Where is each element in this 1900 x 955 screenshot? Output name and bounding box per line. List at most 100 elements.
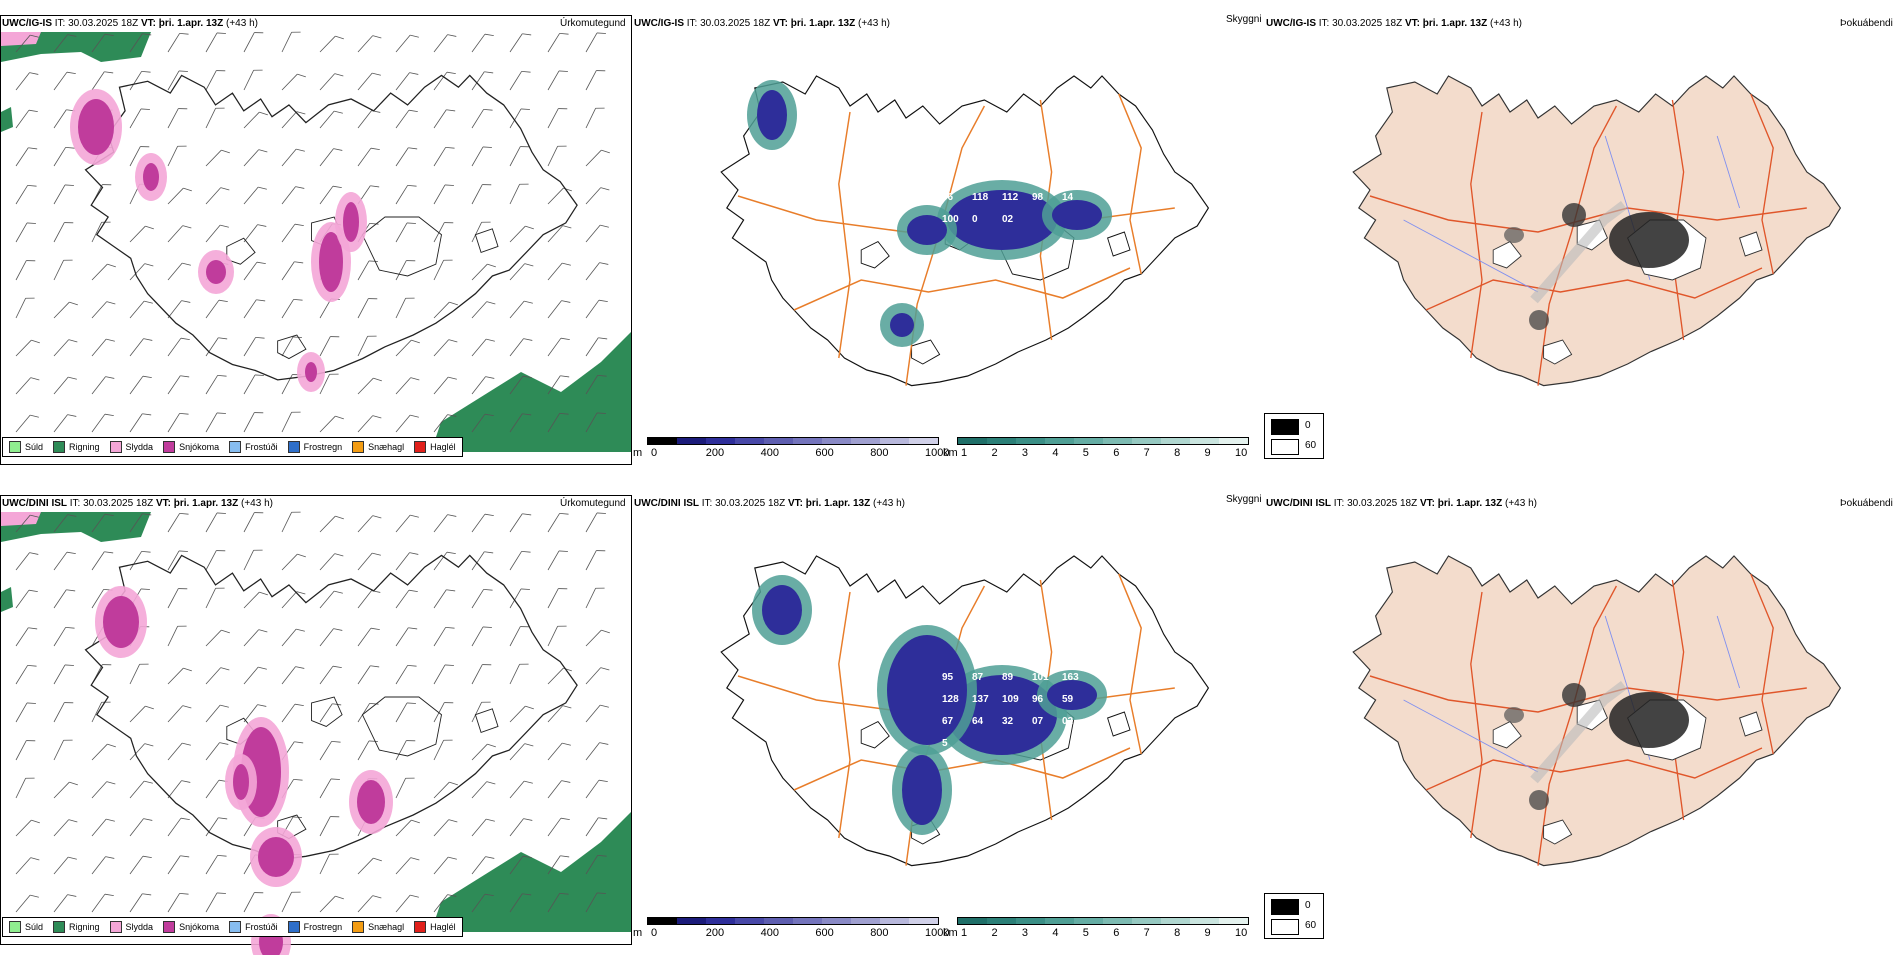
- wind-barb: [53, 514, 77, 533]
- snow-area: [233, 764, 249, 800]
- wind-barb: [91, 376, 115, 395]
- wind-barb: [129, 550, 151, 571]
- wind-barb: [357, 552, 381, 571]
- legend-label: Snjókoma: [179, 442, 220, 452]
- wind-barb: [15, 664, 37, 685]
- wind-barb: [319, 185, 342, 205]
- wind-barb: [547, 588, 568, 609]
- wind-barb: [509, 413, 532, 433]
- wind-barb: [243, 32, 264, 53]
- legend-label: Haglél: [430, 442, 456, 452]
- fog-swatch: [1271, 899, 1299, 915]
- wind-barb: [433, 894, 457, 913]
- precip-type-legend: Súld Rigning Slydda Snjókoma Frostúði Frostre…: [2, 437, 463, 457]
- wind-barb: [53, 376, 77, 395]
- legend-label: Súld: [25, 442, 44, 452]
- wind-barb: [319, 740, 341, 761]
- color-step: [1045, 438, 1074, 444]
- map-frame: [0, 495, 632, 945]
- wind-barb: [243, 892, 264, 913]
- glacier-outline: [361, 696, 442, 757]
- wind-barb: [205, 587, 225, 609]
- wind-barb: [547, 262, 571, 281]
- legend-item: Haglél: [414, 441, 456, 453]
- tick-label: 800: [870, 927, 889, 939]
- lead-time: (+43 h): [1490, 18, 1522, 29]
- wind-barb: [585, 337, 608, 357]
- wind-barb: [205, 629, 230, 647]
- rain-area: [1, 512, 151, 542]
- wind-barb: [509, 375, 532, 395]
- init-time: 30.03.2025 18Z: [83, 498, 154, 509]
- wind-barb: [205, 337, 228, 357]
- wind-barb: [471, 146, 492, 167]
- wind-barb: [433, 376, 457, 395]
- visibility-bar: [957, 437, 1249, 445]
- color-step: [648, 438, 677, 444]
- valid-time: þri. 1.apr. 13Z: [1437, 498, 1503, 509]
- wind-barb: [547, 187, 572, 205]
- wind-barb: [243, 186, 267, 205]
- wind-barb: [509, 893, 532, 913]
- low-cloud-base-area: [887, 635, 967, 745]
- wind-barb: [167, 667, 192, 685]
- wind-barb: [281, 73, 306, 91]
- wind-barb: [53, 739, 73, 761]
- wind-barb: [91, 781, 116, 799]
- visibility-value-label: 109: [1002, 694, 1019, 705]
- wind-barb: [205, 32, 226, 53]
- panel-header: UWC/DINI ISL IT: 30.03.2025 18Z VT: þri.…: [634, 498, 905, 509]
- color-step: [1074, 438, 1103, 444]
- color-step: [1161, 438, 1190, 444]
- model-name: UWC/IG-IS: [1266, 18, 1316, 29]
- valid-label: VT:: [772, 18, 788, 29]
- wind-barb: [471, 301, 496, 319]
- wind-barb: [319, 703, 342, 723]
- cloud-base-bar: [647, 437, 939, 445]
- wind-barb: [53, 184, 74, 205]
- unit-label: m: [633, 927, 643, 939]
- visibility-value-label: 64: [972, 716, 984, 727]
- wind-barb: [205, 187, 230, 205]
- wind-barb: [281, 31, 301, 53]
- color-step: [880, 918, 909, 924]
- wind-barb: [471, 588, 493, 609]
- river: [1403, 699, 1539, 773]
- visibility-value-label: 163: [1062, 672, 1079, 683]
- legend-item: Frostúði: [229, 921, 278, 933]
- visibility-value-label: 89: [1002, 672, 1014, 683]
- wind-barb: [15, 627, 38, 647]
- wind-barb: [205, 817, 228, 837]
- wind-barb: [167, 32, 189, 53]
- road: [1537, 585, 1617, 866]
- tick-label: 7: [1143, 927, 1150, 939]
- fog-panel: Þokuábendi UWC/DINI ISL IT: 30.03.2025 1…: [1264, 480, 1900, 955]
- wind-barb: [281, 591, 306, 609]
- wind-barb: [243, 261, 266, 281]
- wind-barb: [585, 587, 605, 609]
- glacier-outline: [474, 228, 499, 253]
- wind-barb: [53, 819, 78, 837]
- wind-barb: [471, 33, 494, 53]
- wind-barb: [15, 414, 39, 433]
- wind-barb: [395, 147, 418, 167]
- tick-label: 3: [1021, 927, 1028, 939]
- wind-barb: [243, 591, 268, 609]
- wind-barb: [357, 298, 378, 319]
- wind-barb: [205, 667, 230, 685]
- wind-barb: [547, 70, 568, 91]
- wind-barb: [281, 186, 305, 205]
- visibility-panel: UWC/DINI ISL IT: 30.03.2025 18Z VT: þri.…: [632, 480, 1324, 955]
- wind-barb: [433, 34, 457, 53]
- wind-barb: [319, 895, 344, 913]
- wind-barb: [357, 665, 380, 685]
- wind-barb: [471, 376, 495, 395]
- wind-barb: [509, 855, 532, 875]
- legend-item: Rigning: [53, 921, 100, 933]
- wind-barb: [471, 743, 496, 761]
- glacier-area: [1543, 819, 1573, 845]
- legend-label: Rigning: [69, 442, 100, 452]
- road: [1750, 93, 1774, 275]
- wind-barb: [53, 34, 77, 53]
- snow-area: [305, 362, 317, 382]
